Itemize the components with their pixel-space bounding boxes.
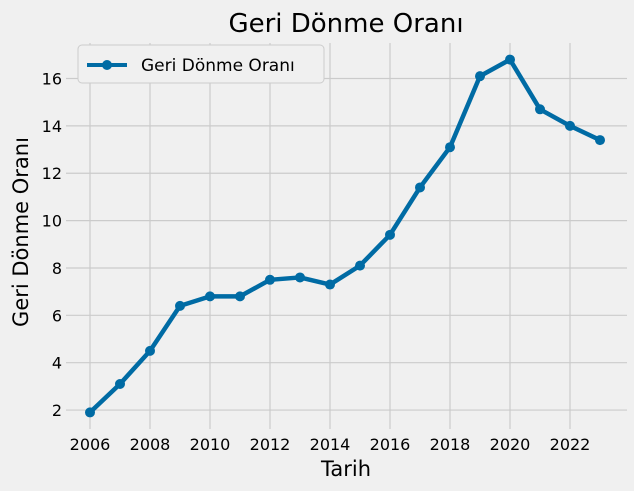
data-point: [295, 272, 305, 283]
x-tick-label: 2014: [310, 435, 351, 454]
data-point: [235, 291, 245, 302]
x-axis-label: Tarih: [320, 457, 371, 481]
y-tick-label: 12: [42, 164, 62, 183]
y-tick-label: 4: [52, 354, 62, 373]
grid-lines: [66, 43, 627, 429]
legend: Geri Dönme Oranı: [77, 44, 325, 84]
data-point: [325, 279, 335, 290]
x-tick-label: 2010: [190, 435, 231, 454]
data-point: [535, 104, 545, 115]
data-point: [595, 135, 605, 146]
data-point: [445, 142, 455, 153]
data-point: [565, 120, 575, 131]
data-point: [145, 345, 155, 356]
series-line: [87, 57, 603, 415]
chart-title: Geri Dönme Oranı: [228, 9, 463, 39]
data-point: [355, 260, 365, 271]
x-tick-label: 2008: [130, 435, 171, 454]
data-point: [415, 182, 425, 193]
x-tick-label: 2006: [70, 435, 111, 454]
y-tick-label: 16: [42, 70, 62, 89]
data-point: [505, 54, 515, 65]
y-axis-label: Geri Dönme Oranı: [9, 137, 33, 327]
x-tick-label: 2018: [430, 435, 471, 454]
y-tick-label: 8: [52, 259, 62, 278]
legend-point-marker: [102, 60, 112, 70]
x-tick-label: 2020: [490, 435, 531, 454]
data-point: [175, 300, 185, 311]
data-point: [385, 229, 395, 240]
series-layer: [85, 54, 605, 418]
data-point: [475, 71, 485, 82]
data-point: [85, 407, 95, 418]
data-point: [205, 291, 215, 302]
x-tick-label: 2012: [250, 435, 291, 454]
y-tick-label: 2: [52, 401, 62, 420]
x-tick-label: 2022: [550, 435, 591, 454]
y-tick-label: 10: [42, 212, 62, 231]
y-tick-label: 6: [52, 306, 62, 325]
x-tick-label: 2016: [370, 435, 411, 454]
tick-labels: 2006 2008 2010 2012 2014 2016 2018 2020 2022 2 4 6 8…: [42, 70, 591, 454]
legend-entry-label: Geri Dönme Oranı: [141, 56, 295, 76]
data-point: [265, 274, 275, 285]
y-tick-label: 14: [42, 117, 62, 136]
data-point: [115, 379, 125, 390]
legend-box: [77, 44, 325, 84]
